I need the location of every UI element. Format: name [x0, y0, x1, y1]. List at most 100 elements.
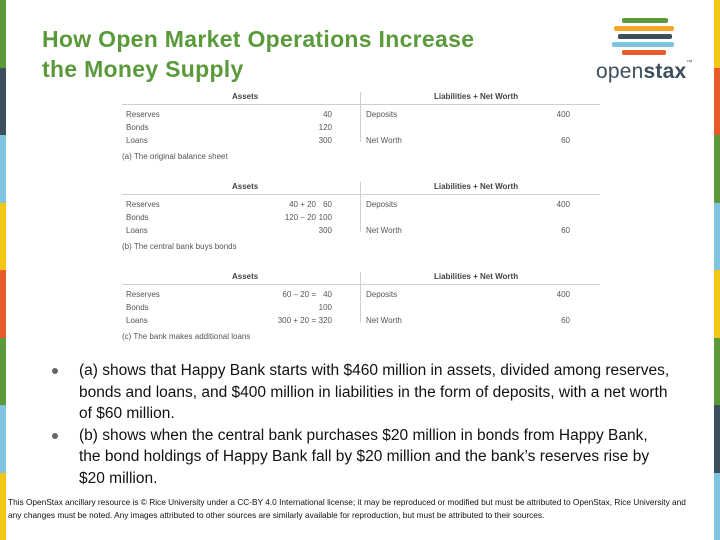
header-divider: [122, 104, 600, 105]
asset-calc: 60 – 20 =: [282, 290, 316, 299]
frame-segment: [714, 67, 720, 135]
liabilities-header: Liabilities + Net Worth: [434, 182, 519, 191]
column-divider: [360, 92, 361, 142]
bullet-text: (b) shows when the central bank purchase…: [79, 426, 650, 487]
asset-label: Loans: [126, 316, 148, 325]
balance-row: Bonds 100: [122, 303, 600, 315]
asset-label: Loans: [126, 226, 148, 235]
balance-row: Loans 300 Net Worth 60: [122, 136, 600, 148]
balance-row: Reserves 60 – 20 = 40 Deposits 400: [122, 290, 600, 302]
asset-value: 300: [318, 136, 332, 145]
balance-row: Reserves 40 + 20 60 Deposits 400: [122, 200, 600, 212]
header-divider: [122, 194, 600, 195]
left-color-frame: [0, 0, 6, 540]
bullet-item: (a) shows that Happy Bank starts with $4…: [52, 360, 672, 425]
frame-segment: [0, 67, 6, 135]
asset-value: 320: [318, 316, 332, 325]
asset-calc: 300 + 20 =: [277, 316, 316, 325]
asset-calc: 120 – 20: [284, 213, 316, 222]
bullet-dot-icon: [52, 368, 58, 374]
liability-label: Net Worth: [366, 316, 402, 325]
frame-segment: [0, 202, 6, 270]
logo-bar-2: [614, 26, 674, 31]
liability-label: Net Worth: [366, 226, 402, 235]
frame-segment: [0, 135, 6, 203]
balance-row: Loans 300 + 20 = 320 Net Worth 60: [122, 316, 600, 328]
assets-header: Assets: [232, 272, 259, 281]
assets-header: Assets: [232, 182, 259, 191]
frame-segment: [714, 270, 720, 338]
asset-value: 100: [318, 303, 332, 312]
assets-header: Assets: [232, 92, 259, 101]
header-divider: [122, 284, 600, 285]
asset-label: Loans: [126, 136, 148, 145]
liability-value: 400: [556, 200, 570, 209]
liabilities-header: Liabilities + Net Worth: [434, 272, 519, 281]
right-color-frame: [714, 0, 720, 540]
liability-value: 400: [556, 290, 570, 299]
balance-row: Bonds 120: [122, 123, 600, 135]
logo-bar-5: [622, 50, 666, 55]
asset-label: Reserves: [126, 290, 160, 299]
logo-trademark: ™: [686, 60, 693, 66]
bullet-dot-icon: [52, 432, 58, 439]
title-line-2: the Money Supply: [42, 56, 244, 82]
balance-row: Bonds 120 – 20 100: [122, 213, 600, 225]
balance-sheet: Assets Liabilities + Net Worth Reserves 40 D…: [122, 92, 600, 182]
bullet-text: (a) shows that Happy Bank starts with $4…: [79, 362, 670, 423]
sheet-caption: (a) The original balance sheet: [122, 152, 228, 161]
bullet-list: (a) shows that Happy Bank starts with $4…: [52, 360, 672, 490]
asset-value: 300: [318, 226, 332, 235]
frame-segment: [714, 472, 720, 540]
asset-label: Reserves: [126, 110, 160, 119]
sheet-caption: (b) The central bank buys bonds: [122, 242, 237, 251]
asset-value: 60: [323, 200, 332, 209]
slide-title: How Open Market Operations Increase the …: [42, 24, 582, 84]
asset-calc: 40 + 20: [289, 200, 316, 209]
column-divider: [360, 182, 361, 232]
liability-value: 400: [556, 110, 570, 119]
frame-segment: [714, 337, 720, 405]
liability-label: Deposits: [366, 200, 398, 209]
title-line-1: How Open Market Operations Increase: [42, 26, 475, 52]
balance-row: Loans 300 Net Worth 60: [122, 226, 600, 238]
liability-label: Deposits: [366, 110, 398, 119]
frame-segment: [0, 337, 6, 405]
asset-value: 40: [323, 290, 332, 299]
frame-segment: [714, 0, 720, 68]
asset-label: Bonds: [126, 213, 149, 222]
frame-segment: [0, 0, 6, 68]
liability-label: Deposits: [366, 290, 398, 299]
column-divider: [360, 272, 361, 322]
frame-segment: [0, 270, 6, 338]
liability-label: Net Worth: [366, 136, 402, 145]
asset-label: Reserves: [126, 200, 160, 209]
frame-segment: [0, 405, 6, 473]
liability-value: 60: [561, 316, 570, 325]
asset-label: Bonds: [126, 123, 149, 132]
balance-sheet: Assets Liabilities + Net Worth Reserves 60 …: [122, 272, 600, 362]
frame-segment: [714, 202, 720, 270]
bullet-item: (b) shows when the central bank purchase…: [52, 425, 672, 490]
asset-value: 100: [318, 213, 332, 222]
logo-bar-1: [622, 18, 668, 23]
liability-value: 60: [561, 136, 570, 145]
balance-row: Reserves 40 Deposits 400: [122, 110, 600, 122]
frame-segment: [714, 135, 720, 203]
asset-value: 120: [318, 123, 332, 132]
logo-word-open: open: [596, 60, 644, 83]
frame-segment: [714, 405, 720, 473]
balance-sheet: Assets Liabilities + Net Worth Reserves 40 …: [122, 182, 600, 272]
balance-sheet-figure: Assets Liabilities + Net Worth Reserves 40 D…: [122, 92, 600, 362]
openstax-logo: openstax™: [596, 16, 700, 86]
asset-label: Bonds: [126, 303, 149, 312]
logo-word-stax: stax: [643, 60, 687, 83]
logo-bar-3: [618, 34, 672, 39]
sheet-caption: (c) The bank makes additional loans: [122, 332, 251, 341]
logo-bar-4: [612, 42, 674, 47]
license-footer: This OpenStax ancillary resource is © Ri…: [8, 497, 686, 520]
liability-value: 60: [561, 226, 570, 235]
frame-segment: [0, 472, 6, 540]
logo-wordmark: openstax™: [596, 60, 693, 84]
asset-value: 40: [323, 110, 332, 119]
